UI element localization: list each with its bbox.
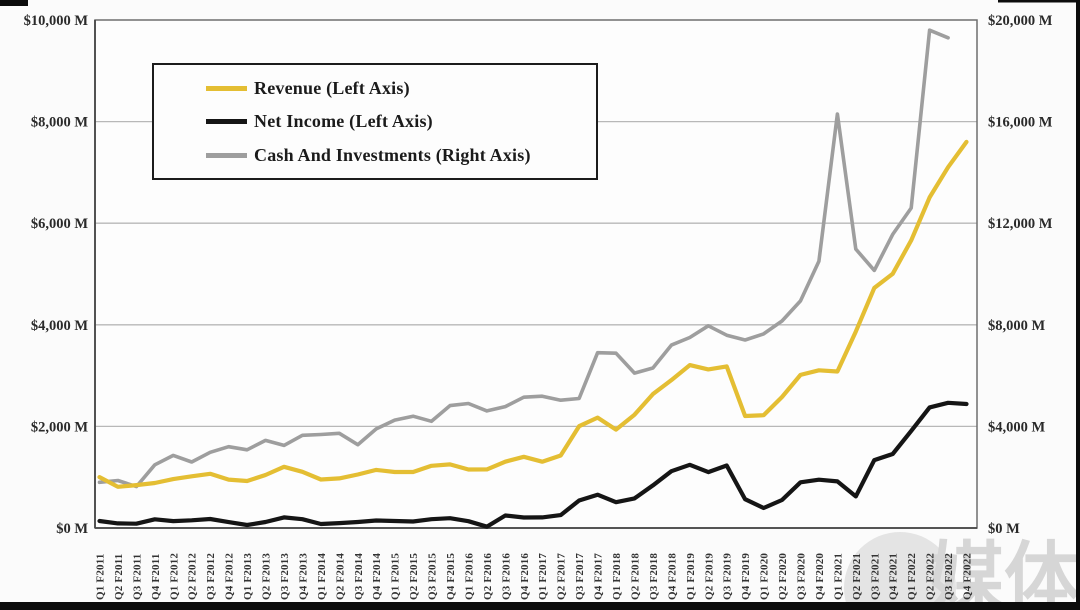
y-axis-left-label: $0 M <box>56 521 88 537</box>
x-axis-label: Q2 F2016 <box>482 553 494 600</box>
x-axis-label: Q2 F2022 <box>925 553 937 600</box>
x-axis-label: Q3 F2021 <box>869 553 881 600</box>
x-axis-label: Q4 F2015 <box>445 553 457 600</box>
x-axis-label: Q3 F2012 <box>205 553 217 600</box>
watermark: 媒体 <box>844 532 1080 610</box>
image-edge-bar-bottom <box>0 602 1080 610</box>
x-axis-label: Q2 F2012 <box>187 553 199 600</box>
y-axis-right-label: $20,000 M <box>988 13 1053 29</box>
x-axis-label: Q3 F2014 <box>353 553 365 600</box>
x-axis-label: Q1 F2013 <box>242 553 254 600</box>
legend-swatch-revenue <box>206 85 247 91</box>
x-axis-label: Q2 F2011 <box>113 553 125 600</box>
y-axis-right-label: $4,000 M <box>988 419 1046 435</box>
cash-line <box>97 28 950 489</box>
y-axis-left-label: $10,000 M <box>24 13 89 29</box>
x-axis-label: Q2 F2013 <box>261 553 273 600</box>
x-axis-label: Q2 F2020 <box>777 553 789 600</box>
y-axis-right-label: $12,000 M <box>988 216 1053 232</box>
y-axis-left-label: $6,000 M <box>31 216 89 232</box>
x-axis-label: Q4 F2020 <box>814 553 826 600</box>
legend-item-cash: Cash And Investments (Right Axis) <box>206 145 596 166</box>
x-axis-label: Q2 F2021 <box>851 553 863 600</box>
x-axis-label: Q3 F2020 <box>796 553 808 600</box>
legend-swatch-net-income <box>206 119 247 124</box>
x-axis-label: Q4 F2021 <box>888 553 900 600</box>
x-axis-label: Q3 F2017 <box>574 553 586 600</box>
x-axis-label: Q4 F2022 <box>962 553 974 600</box>
legend: Revenue (Left Axis) Net Income (Left Axi… <box>152 63 598 180</box>
x-axis-label: Q3 F2011 <box>131 553 143 600</box>
x-axis-label: Q1 F2016 <box>463 553 475 600</box>
legend-item-label: Net Income (Left Axis) <box>254 111 433 131</box>
y-axis-left-label: $8,000 M <box>31 115 89 131</box>
net-income-line <box>97 400 969 529</box>
image-edge-hairline-top-right <box>998 0 1080 3</box>
image-edge-mark-top-left <box>0 0 28 6</box>
x-axis-label: Q1 F2020 <box>759 553 771 600</box>
x-axis-label: Q4 F2017 <box>593 553 605 600</box>
y-axis-right-label: $16,000 M <box>988 115 1053 131</box>
legend-item-label: Cash And Investments (Right Axis) <box>254 144 531 165</box>
x-axis-label: Q4 F2014 <box>371 553 383 600</box>
legend-item-label: Revenue (Left Axis) <box>254 77 410 98</box>
x-axis-label: Q4 F2019 <box>740 553 752 600</box>
x-axis-label: Q4 F2016 <box>519 553 531 600</box>
revenue-line <box>97 139 969 489</box>
x-axis-label: Q2 F2019 <box>703 553 715 600</box>
x-axis-label: Q2 F2014 <box>334 553 346 600</box>
x-axis-label: Q1 F2012 <box>168 553 180 600</box>
x-axis-label: Q3 F2013 <box>279 553 291 600</box>
x-axis-label: Q1 F2018 <box>611 553 623 600</box>
x-axis-label: Q3 F2018 <box>648 553 660 600</box>
y-axis-right-label: $0 M <box>988 521 1020 537</box>
x-axis-label: Q3 F2022 <box>943 553 955 600</box>
legend-item-revenue: Revenue (Left Axis) <box>206 78 596 99</box>
x-axis-label: Q1 F2021 <box>832 553 844 600</box>
x-axis-label: Q4 F2013 <box>297 553 309 600</box>
x-axis-label: Q4 F2018 <box>666 553 678 600</box>
x-axis-label: Q1 F2022 <box>906 553 918 600</box>
y-axis-left-label: $2,000 M <box>31 419 89 435</box>
legend-item-net-income: Net Income (Left Axis) <box>206 111 596 132</box>
x-axis-label: Q1 F2019 <box>685 553 697 600</box>
x-axis-label: Q3 F2016 <box>500 553 512 600</box>
y-axis-right-label: $8,000 M <box>988 318 1046 334</box>
x-axis-label: Q1 F2015 <box>390 553 402 600</box>
x-axis-label: Q2 F2018 <box>630 553 642 600</box>
x-axis-label: Q4 F2012 <box>224 553 236 600</box>
x-axis-label: Q1 F2011 <box>95 553 107 600</box>
image-edge-bar-right <box>1076 0 1080 610</box>
legend-swatch-cash <box>206 152 247 158</box>
x-axis-label: Q1 F2014 <box>316 553 328 600</box>
x-axis-label: Q3 F2019 <box>722 553 734 600</box>
x-axis-label: Q3 F2015 <box>427 553 439 600</box>
watermark-logo-disc <box>844 532 956 610</box>
x-axis-label: Q2 F2015 <box>408 553 420 600</box>
x-axis-label: Q1 F2017 <box>537 553 549 600</box>
x-axis-label: Q2 F2017 <box>556 553 568 600</box>
y-axis-left-label: $4,000 M <box>31 318 89 334</box>
x-axis-label: Q4 F2011 <box>150 553 162 600</box>
watermark-text: 媒体 <box>928 533 1080 610</box>
